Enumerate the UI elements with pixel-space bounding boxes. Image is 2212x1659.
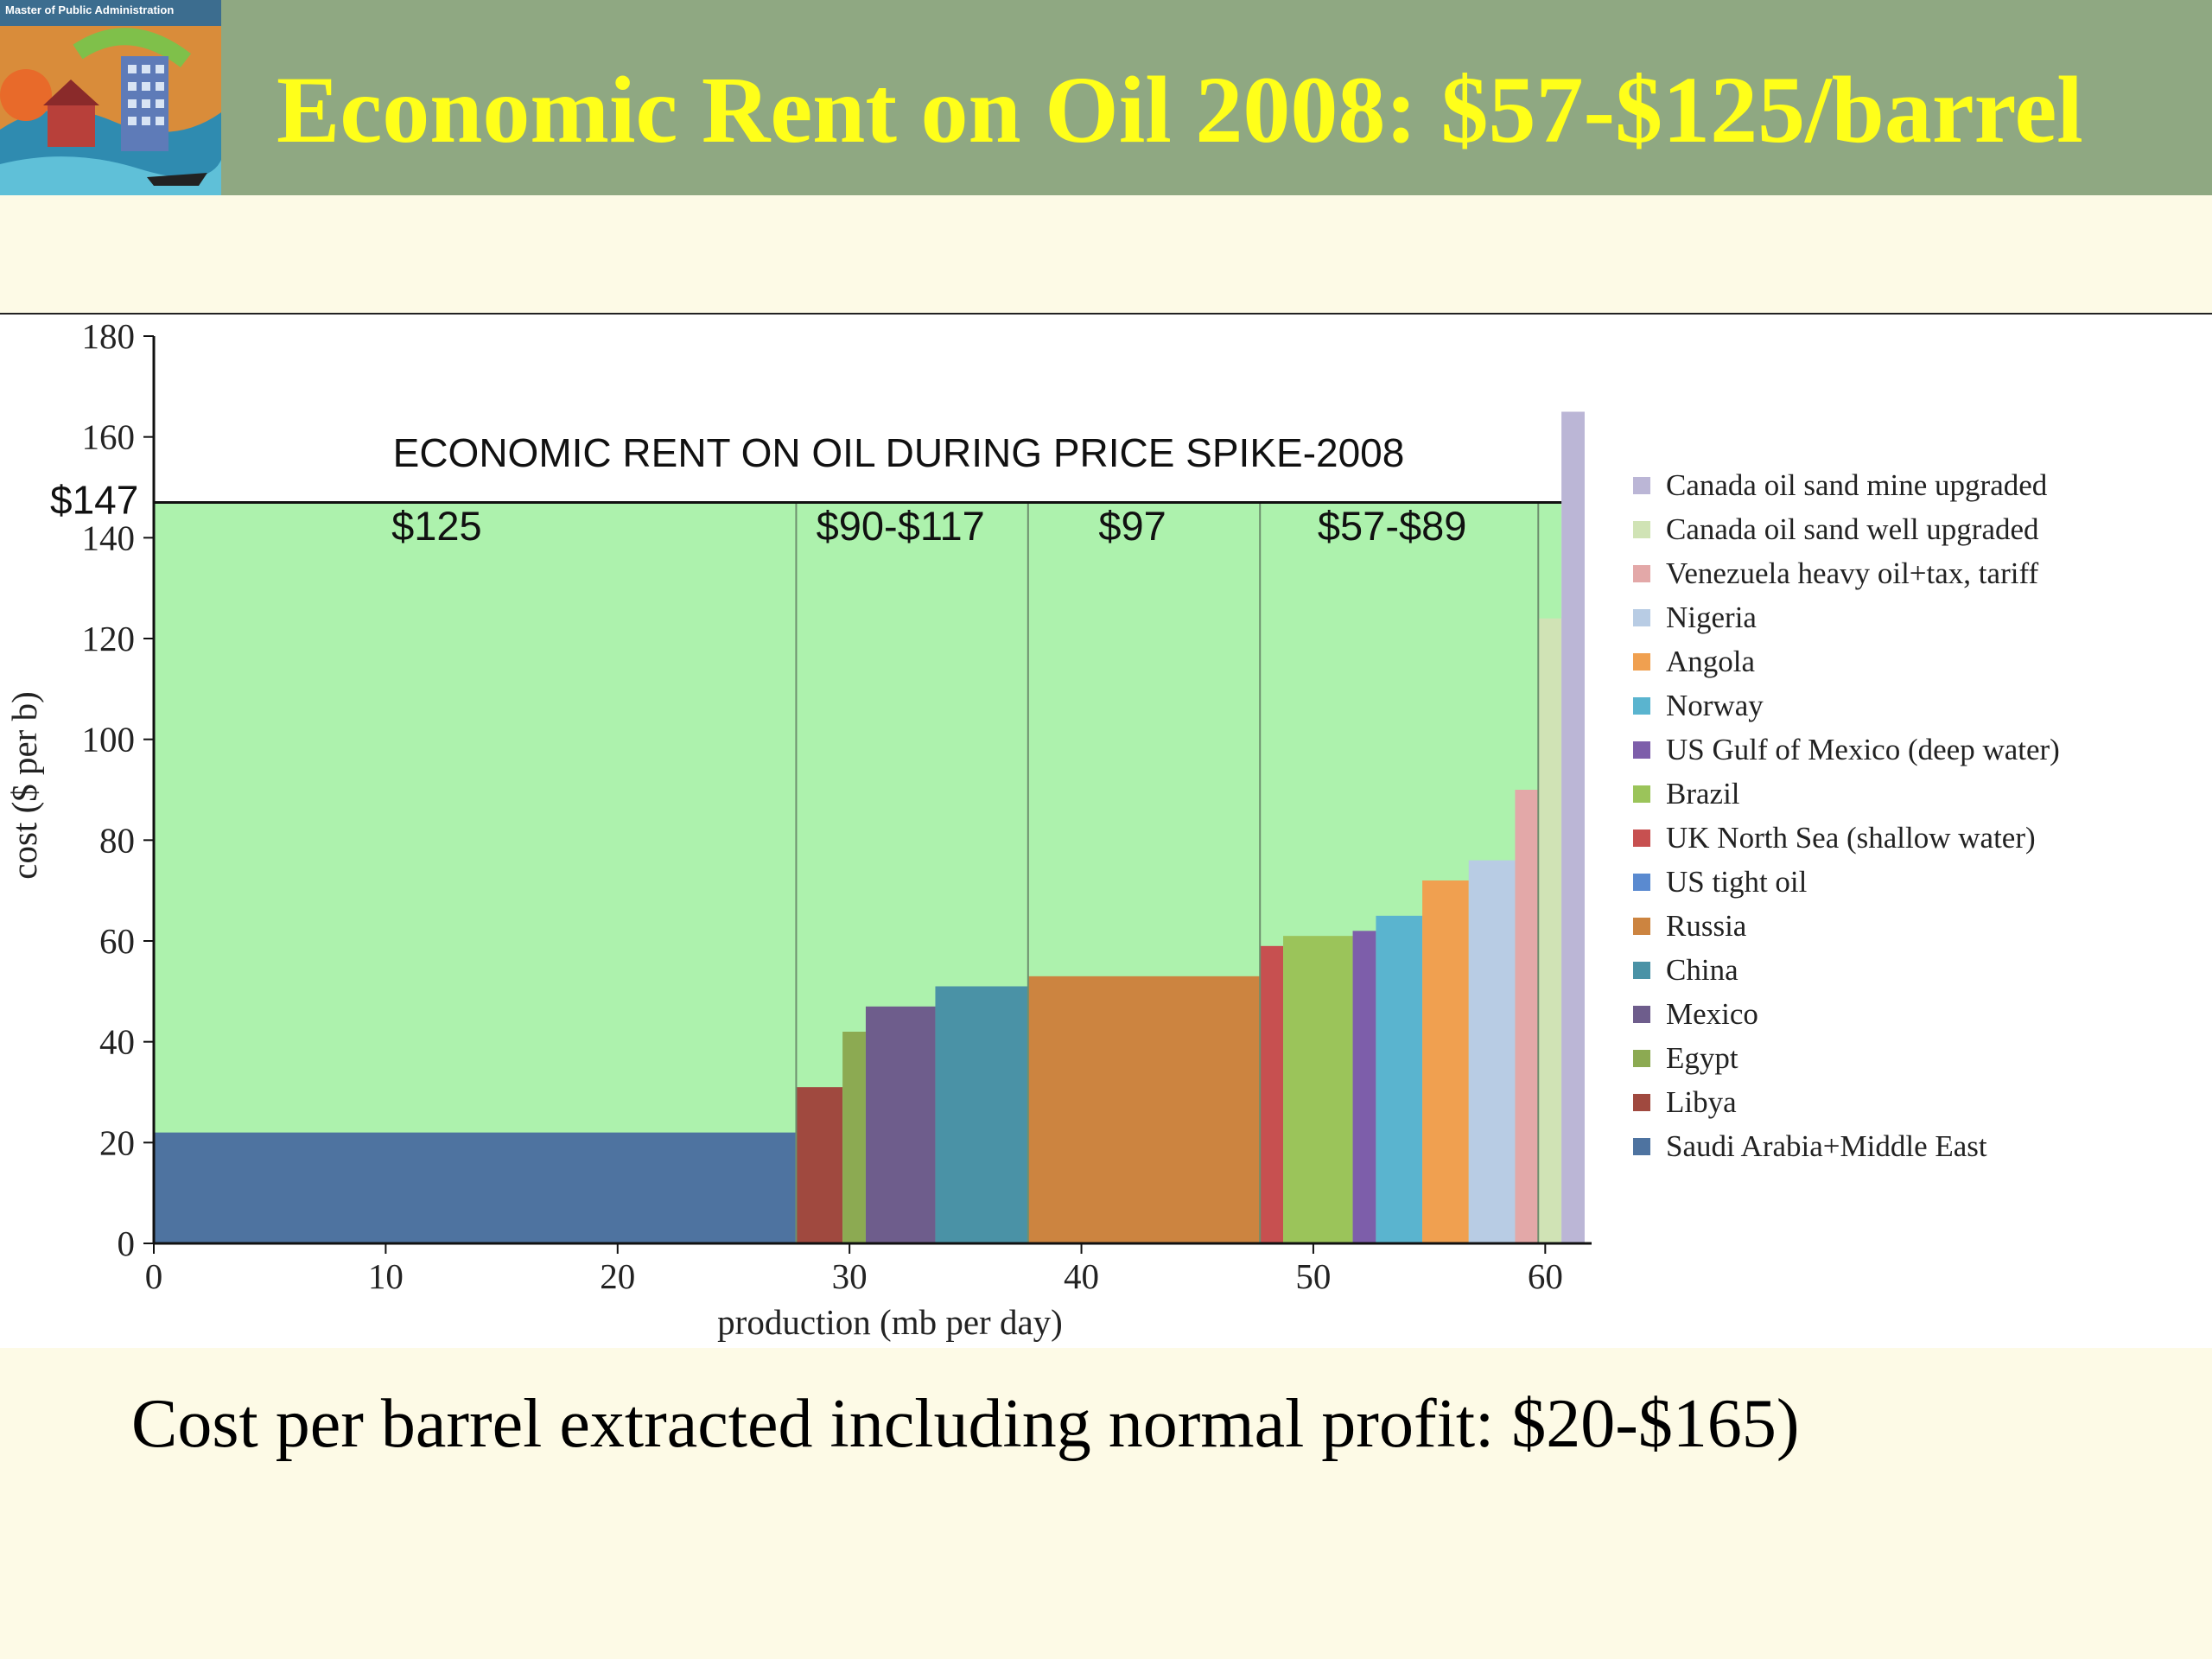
y-axis-label: cost ($ per b) — [4, 691, 44, 879]
legend-swatch — [1633, 476, 1650, 494]
legend-item: US tight oil — [1633, 860, 2117, 904]
legend-item: Norway — [1633, 683, 2117, 728]
legend-item: Saudi Arabia+Middle East — [1633, 1124, 2117, 1168]
legend-item: Brazil — [1633, 772, 2117, 816]
legend-label: US tight oil — [1666, 865, 1808, 899]
footer-text: Cost per barrel extracted including norm… — [131, 1386, 1800, 1462]
chart: $147 ECONOMIC RENT ON OIL DURING PRICE SP… — [4, 316, 1592, 1342]
bar-venezuela-heavy-oil-tax-tariff — [1515, 790, 1539, 1243]
legend-swatch — [1633, 741, 1650, 759]
legend-label: Canada oil sand mine upgraded — [1666, 468, 2048, 502]
bar-egypt — [842, 1032, 866, 1243]
y-tick-label: 180 — [82, 316, 136, 356]
legend-item: Mexico — [1633, 992, 2117, 1036]
x-tick-label: 50 — [1295, 1256, 1331, 1296]
legend-item: Libya — [1633, 1080, 2117, 1124]
rent-label: $97 — [1098, 503, 1166, 549]
legend-swatch — [1633, 652, 1650, 671]
chart-panel: $147 ECONOMIC RENT ON OIL DURING PRICE SP… — [0, 313, 2212, 1348]
legend-label: Libya — [1666, 1085, 1737, 1119]
legend-swatch — [1633, 1093, 1650, 1111]
legend-item: Canada oil sand mine upgraded — [1633, 463, 2117, 507]
legend-swatch — [1633, 961, 1650, 979]
legend-item: UK North Sea (shallow water) — [1633, 816, 2117, 860]
legend-item: Egypt — [1633, 1036, 2117, 1080]
legend-label: Brazil — [1666, 777, 1740, 810]
bar-libya — [796, 1087, 843, 1243]
legend-label: Angola — [1666, 645, 1756, 678]
bar-brazil — [1283, 936, 1353, 1243]
legend-label: Nigeria — [1666, 601, 1757, 634]
legend-item: China — [1633, 948, 2117, 992]
price-line-label: $147 — [50, 478, 138, 523]
rent-label: $125 — [391, 503, 482, 549]
x-tick-label: 10 — [368, 1256, 404, 1296]
legend-item: US Gulf of Mexico (deep water) — [1633, 728, 2117, 772]
legend-swatch — [1633, 564, 1650, 582]
x-tick-label: 40 — [1064, 1256, 1099, 1296]
legend-swatch — [1633, 785, 1650, 803]
legend-swatch — [1633, 873, 1650, 891]
legend-swatch — [1633, 829, 1650, 847]
legend-swatch — [1633, 1049, 1650, 1067]
legend-label: UK North Sea (shallow water) — [1666, 821, 2036, 855]
y-tick-label: 100 — [82, 720, 136, 760]
y-tick-label: 120 — [82, 619, 136, 658]
legend-swatch — [1633, 917, 1650, 935]
bar-saudi-arabia-middle-east — [154, 1132, 797, 1243]
legend-swatch — [1633, 696, 1650, 715]
legend-swatch — [1633, 608, 1650, 626]
bar-norway — [1376, 915, 1423, 1243]
logo-caption: Master of Public Administration — [5, 3, 175, 16]
legend-swatch — [1633, 1137, 1650, 1155]
rent-label: $57-$89 — [1318, 503, 1467, 549]
legend-label: Saudi Arabia+Middle East — [1666, 1129, 1987, 1163]
x-axis-label: production (mb per day) — [717, 1302, 1063, 1342]
slide-title: Economic Rent on Oil 2008: $57-$125/barr… — [276, 57, 2083, 162]
legend-label: Mexico — [1666, 997, 1758, 1031]
legend-label: US Gulf of Mexico (deep water) — [1666, 733, 2060, 766]
chart-legend: Canada oil sand mine upgraded Canada oil … — [1633, 463, 2117, 1168]
bar-mexico — [865, 1006, 936, 1243]
bar-canada-oil-sand-well-upgraded — [1538, 618, 1562, 1243]
x-tick-label: 20 — [600, 1256, 635, 1296]
x-tick-label: 0 — [145, 1256, 163, 1296]
bar-angola — [1422, 880, 1469, 1243]
rent-label: $90-$117 — [817, 503, 985, 549]
legend-item: Venezuela heavy oil+tax, tariff — [1633, 551, 2117, 595]
legend-item: Russia — [1633, 904, 2117, 948]
bar-russia — [1027, 976, 1261, 1243]
bar-nigeria — [1468, 860, 1516, 1243]
legend-swatch — [1633, 1005, 1650, 1023]
chart-title: ECONOMIC RENT ON OIL DURING PRICE SPIKE-… — [393, 430, 1405, 475]
legend-item: Nigeria — [1633, 595, 2117, 639]
y-tick-label: 20 — [99, 1122, 135, 1162]
bar-uk-north-sea-shallow-water- — [1260, 945, 1284, 1243]
legend-label: Egypt — [1666, 1041, 1738, 1075]
bar-canada-oil-sand-mine-upgraded — [1561, 411, 1585, 1243]
legend-swatch — [1633, 520, 1650, 538]
legend-label: Venezuela heavy oil+tax, tariff — [1666, 556, 2039, 590]
slide-header: Master of Public Administration Economic… — [0, 0, 2212, 195]
x-tick-label: 60 — [1528, 1256, 1563, 1296]
legend-item: Canada oil sand well upgraded — [1633, 507, 2117, 551]
legend-label: Norway — [1666, 689, 1764, 722]
y-tick-label: 60 — [99, 921, 135, 961]
y-tick-label: 160 — [82, 417, 136, 457]
x-tick-label: 30 — [832, 1256, 868, 1296]
y-tick-label: 0 — [118, 1224, 136, 1263]
legend-label: Canada oil sand well upgraded — [1666, 512, 2039, 546]
logo — [0, 0, 221, 195]
bar-us-gulf-of-mexico-deep-water- — [1352, 931, 1376, 1243]
bar-china — [935, 986, 1028, 1243]
legend-label: Russia — [1666, 909, 1747, 943]
y-tick-label: 80 — [99, 820, 135, 860]
legend-label: China — [1666, 953, 1738, 987]
y-tick-label: 40 — [99, 1022, 135, 1062]
y-tick-label: 140 — [82, 518, 136, 557]
legend-item: Angola — [1633, 639, 2117, 683]
